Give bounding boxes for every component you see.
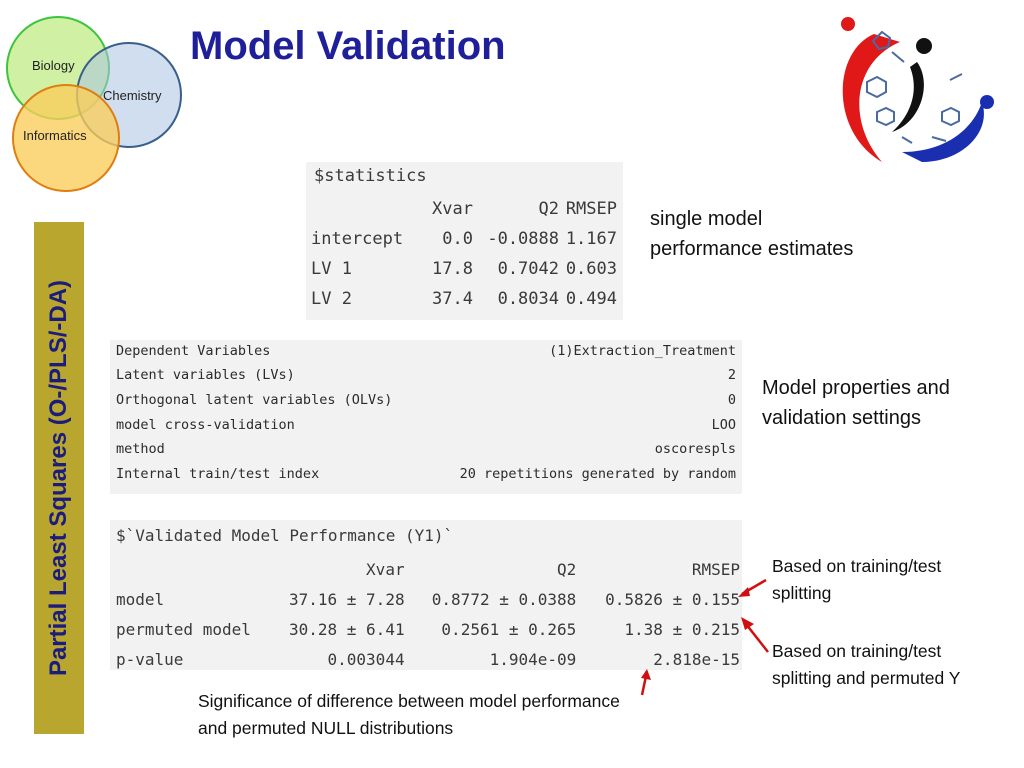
annotation-training: Based on training/test splitting bbox=[772, 553, 941, 607]
list-item: model cross-validation LOO bbox=[116, 417, 736, 441]
list-item: Dependent Variables (1)Extraction_Treatm… bbox=[116, 343, 736, 367]
table-cell: 1.904e-09 bbox=[489, 649, 577, 669]
arrow-icon bbox=[738, 578, 767, 597]
table-cell: 30.28 ± 6.41 bbox=[288, 619, 405, 639]
annotation-significance: Significance of difference between model… bbox=[198, 688, 620, 742]
table-cell: 0.8772 ± 0.0388 bbox=[431, 589, 577, 609]
table-cell: 2.818e-15 bbox=[653, 649, 740, 669]
annotation-line: Based on training/test bbox=[772, 556, 942, 576]
property-key: Latent variables (LVs) bbox=[116, 367, 295, 383]
logo-icon bbox=[841, 17, 994, 162]
table-row: permuted model 30.28 ± 6.41 0.2561 ± 0.2… bbox=[114, 614, 742, 644]
table-cell: model bbox=[116, 589, 165, 609]
table-cell: 0.0 bbox=[442, 229, 473, 249]
table-header-row: Xvar Q2 RMSEP bbox=[114, 554, 742, 584]
annotation-line: validation settings bbox=[762, 407, 921, 429]
property-value: 2 bbox=[727, 367, 736, 383]
table-header bbox=[308, 194, 426, 224]
property-key: model cross-validation bbox=[116, 417, 295, 433]
table-cell: 0.003044 bbox=[327, 649, 405, 669]
table-cell: p-value bbox=[116, 649, 184, 669]
property-value: 0 bbox=[727, 392, 736, 408]
table-cell: -0.0888 bbox=[487, 229, 559, 249]
validated-title: $`Validated Model Performance (Y1)` bbox=[116, 526, 454, 545]
annotation-properties: Model properties and validation settings bbox=[762, 373, 950, 433]
list-item: Orthogonal latent variables (OLVs) 0 bbox=[116, 392, 736, 416]
table-row: intercept 0.0 -0.0888 1.167 bbox=[308, 224, 620, 254]
table-cell: 0.5826 ± 0.155 bbox=[605, 589, 740, 609]
table-header: Q2 bbox=[557, 559, 577, 579]
table-cell: 0.2561 ± 0.265 bbox=[441, 619, 577, 639]
table-cell: 1.38 ± 0.215 bbox=[624, 619, 740, 639]
list-item: Internal train/test index 20 repetitions… bbox=[116, 466, 736, 490]
property-key: Internal train/test index bbox=[116, 466, 320, 482]
table-cell: LV 2 bbox=[311, 289, 352, 309]
property-key: Dependent Variables bbox=[116, 343, 271, 359]
table-cell: permuted model bbox=[116, 619, 251, 639]
property-key: method bbox=[116, 441, 165, 457]
statistics-panel: $statistics Xvar Q2 RMSEP intercept 0.0 … bbox=[306, 162, 623, 320]
property-value: 20 repetitions generated by random bbox=[459, 466, 736, 482]
table-row: model 37.16 ± 7.28 0.8772 ± 0.0388 0.582… bbox=[114, 584, 742, 614]
table-header: Q2 bbox=[538, 199, 559, 219]
statistics-table: Xvar Q2 RMSEP intercept 0.0 -0.0888 1.16… bbox=[308, 194, 620, 314]
venn-label-informatics: Informatics bbox=[23, 128, 87, 143]
list-item: Latent variables (LVs) 2 bbox=[116, 367, 736, 391]
table-cell: 17.8 bbox=[432, 259, 473, 279]
side-banner-label: Partial Least Squares (O-/PLS/-DA) bbox=[45, 279, 72, 677]
annotation-line: splitting and permuted Y bbox=[772, 668, 961, 688]
property-key: Orthogonal latent variables (OLVs) bbox=[116, 392, 393, 408]
table-header-row: Xvar Q2 RMSEP bbox=[308, 194, 620, 224]
annotation-line: performance estimates bbox=[650, 238, 854, 260]
annotation-line: splitting bbox=[772, 583, 832, 603]
property-value: LOO bbox=[711, 417, 736, 433]
table-cell: 0.7042 bbox=[497, 259, 559, 279]
informatics-circle bbox=[12, 84, 120, 192]
table-row: LV 2 37.4 0.8034 0.494 bbox=[308, 284, 620, 314]
statistics-title: $statistics bbox=[314, 166, 427, 186]
table-cell: 37.16 ± 7.28 bbox=[288, 589, 405, 609]
table-cell: 37.4 bbox=[432, 289, 473, 309]
table-header bbox=[114, 554, 263, 584]
venn-label-biology: Biology bbox=[32, 58, 75, 73]
table-cell: LV 1 bbox=[311, 259, 352, 279]
annotation-line: and permuted NULL distributions bbox=[198, 718, 454, 738]
annotation-single-model: single model performance estimates bbox=[650, 204, 853, 264]
table-cell: intercept bbox=[311, 229, 404, 249]
annotation-line: Model properties and bbox=[762, 377, 950, 399]
property-value: (1)Extraction_Treatment bbox=[549, 343, 736, 359]
table-row: p-value 0.003044 1.904e-09 2.818e-15 bbox=[114, 644, 742, 674]
annotation-line: Based on training/test bbox=[772, 641, 942, 661]
property-value: oscorespls bbox=[654, 441, 736, 457]
table-header: Xvar bbox=[432, 199, 473, 219]
venn-diagram: Biology Chemistry Informatics bbox=[0, 0, 200, 200]
annotation-line: Significance of difference between model… bbox=[198, 691, 620, 711]
table-cell: 0.494 bbox=[565, 289, 617, 309]
model-properties-panel: Dependent Variables (1)Extraction_Treatm… bbox=[110, 340, 742, 494]
venn-label-chemistry: Chemistry bbox=[103, 88, 162, 103]
page-title: Model Validation bbox=[190, 24, 506, 68]
table-cell: 1.167 bbox=[565, 229, 617, 249]
table-cell: 0.8034 bbox=[497, 289, 559, 309]
annotation-permuted: Based on training/test splitting and per… bbox=[772, 638, 960, 692]
validated-performance-panel: $`Validated Model Performance (Y1)` Xvar… bbox=[110, 520, 742, 670]
annotation-line: single model bbox=[650, 208, 763, 230]
validated-table: Xvar Q2 RMSEP model 37.16 ± 7.28 0.8772 … bbox=[114, 554, 742, 674]
table-header: Xvar bbox=[366, 559, 405, 579]
table-row: LV 1 17.8 0.7042 0.603 bbox=[308, 254, 620, 284]
arrow-icon bbox=[640, 669, 651, 696]
arrow-icon bbox=[741, 617, 769, 653]
table-cell: 0.603 bbox=[565, 259, 617, 279]
side-banner: Partial Least Squares (O-/PLS/-DA) bbox=[34, 222, 84, 734]
list-item: method oscorespls bbox=[116, 441, 736, 465]
table-header: RMSEP bbox=[691, 559, 740, 579]
table-header: RMSEP bbox=[565, 199, 617, 219]
